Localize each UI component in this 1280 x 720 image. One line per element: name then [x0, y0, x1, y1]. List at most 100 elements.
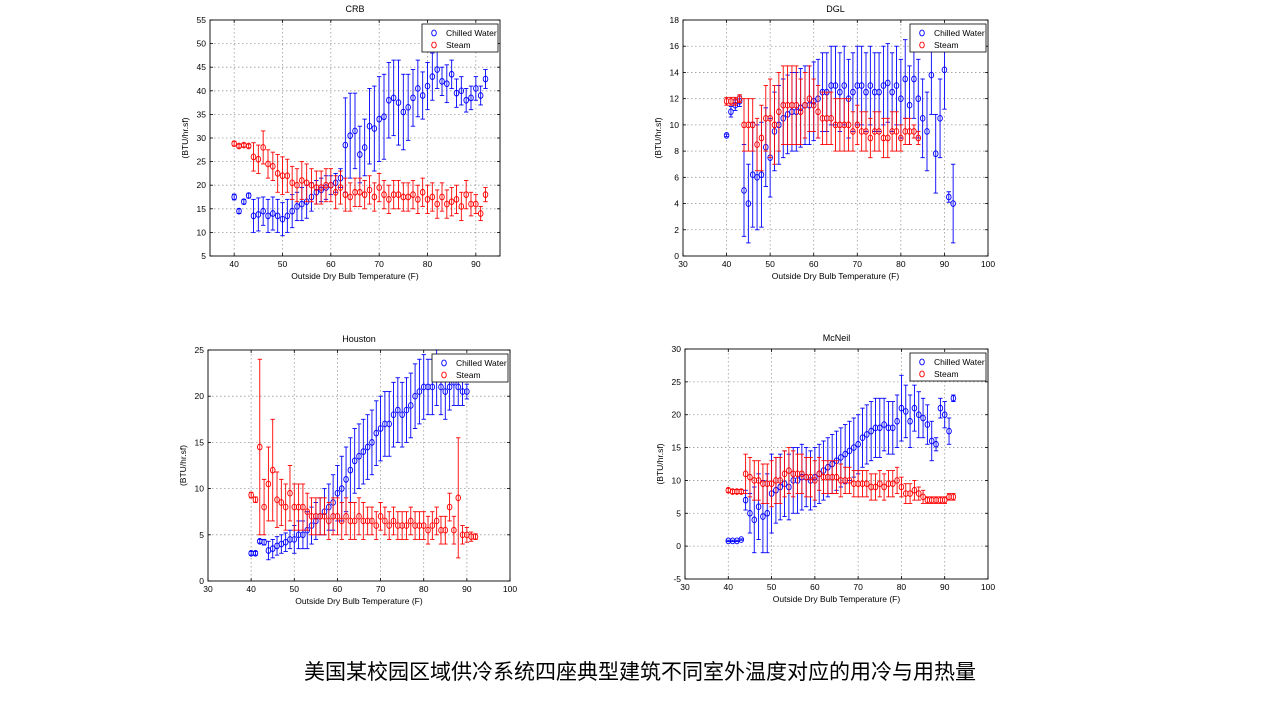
data-point — [412, 392, 418, 400]
data-point — [429, 522, 436, 529]
x-tick-label: 100 — [503, 584, 517, 594]
data-point — [937, 114, 943, 122]
data-point — [304, 508, 310, 516]
data-point — [429, 193, 436, 201]
data-point — [357, 188, 363, 196]
data-point — [403, 522, 410, 529]
data-point — [877, 480, 883, 488]
data-point — [419, 188, 426, 196]
x-tick-label: 80 — [419, 584, 429, 594]
data-point — [828, 114, 834, 122]
data-point — [751, 516, 758, 524]
y-tick-label: 10 — [672, 475, 682, 485]
legend: Chilled Water Steam — [909, 23, 987, 53]
data-point — [915, 134, 922, 142]
data-point — [265, 480, 272, 488]
data-point — [755, 503, 762, 511]
y-tick-label: 15 — [197, 204, 207, 214]
data-point — [338, 517, 345, 525]
data-point — [405, 103, 411, 111]
data-point — [881, 483, 887, 491]
data-point — [842, 450, 848, 458]
y-tick-label: 30 — [672, 344, 682, 354]
data-point — [815, 108, 821, 116]
data-point — [458, 87, 465, 95]
data-point — [419, 92, 426, 99]
data-point — [876, 88, 882, 96]
x-axis-label: Outside Dry Bulb Temperature (F) — [773, 594, 901, 604]
data-point — [371, 193, 378, 201]
data-point — [482, 191, 489, 198]
x-tick-label: 60 — [810, 582, 820, 592]
data-point — [289, 207, 295, 215]
series-chilled-water — [231, 50, 489, 237]
data-point — [369, 439, 375, 446]
legend-label: Steam — [456, 370, 481, 380]
legend-label: Chilled Water — [934, 357, 985, 367]
data-point — [410, 94, 416, 102]
data-point — [429, 73, 436, 80]
chart-title: Houston — [342, 334, 376, 344]
data-point — [416, 388, 423, 395]
data-point — [245, 142, 252, 150]
data-point — [334, 512, 341, 520]
data-point — [381, 191, 387, 198]
data-point — [893, 128, 900, 135]
data-point — [907, 490, 913, 497]
data-point — [868, 427, 874, 435]
y-tick-label: 5 — [199, 530, 204, 540]
y-tick-label: 14 — [670, 67, 680, 77]
data-point — [863, 128, 869, 135]
data-point — [386, 420, 392, 428]
x-tick-label: 80 — [896, 259, 906, 269]
data-point — [400, 108, 407, 116]
data-point — [236, 207, 242, 215]
data-point — [854, 121, 861, 129]
data-point — [245, 192, 252, 199]
data-point — [880, 82, 887, 89]
data-point — [846, 447, 853, 455]
data-point — [399, 411, 405, 419]
x-tick-label: 50 — [767, 582, 777, 592]
legend-box — [909, 352, 987, 382]
x-tick-label: 40 — [229, 259, 239, 269]
data-point — [294, 181, 300, 189]
y-tick-label: 50 — [197, 39, 207, 49]
data-point — [382, 517, 388, 525]
data-point — [274, 496, 280, 504]
y-axis-label: (BTU/hr.sf) — [178, 445, 188, 486]
data-point — [477, 92, 484, 99]
data-point — [453, 89, 460, 97]
legend-marker — [441, 359, 447, 367]
data-point — [911, 75, 917, 83]
data-point — [946, 427, 952, 435]
data-point — [351, 517, 358, 525]
x-tick-label: 30 — [678, 259, 688, 269]
data-point — [749, 121, 756, 129]
x-tick-label: 60 — [326, 259, 336, 269]
data-point — [390, 411, 397, 419]
series-steam — [248, 358, 479, 559]
data-point — [851, 444, 857, 451]
legend-label: Steam — [934, 369, 959, 379]
data-point — [893, 82, 900, 89]
y-tick-label: 12 — [670, 94, 680, 104]
legend-label: Steam — [934, 40, 959, 50]
legend: Chilled Water Steam — [431, 353, 509, 383]
data-point — [464, 388, 470, 395]
data-point — [846, 477, 853, 484]
legend-marker — [441, 371, 447, 379]
y-tick-label: 25 — [195, 345, 205, 355]
data-point — [265, 212, 271, 220]
data-point — [410, 191, 416, 198]
data-point — [933, 440, 939, 448]
x-tick-label: 30 — [680, 582, 690, 592]
data-point — [455, 383, 461, 391]
y-tick-label: 0 — [676, 541, 681, 551]
legend: Chilled Water Steam — [421, 23, 499, 53]
y-axis-label: (BTU/hr.sf) — [180, 117, 190, 158]
data-point — [386, 196, 392, 203]
data-point — [347, 466, 354, 474]
data-point — [932, 150, 939, 158]
data-point — [728, 108, 734, 116]
